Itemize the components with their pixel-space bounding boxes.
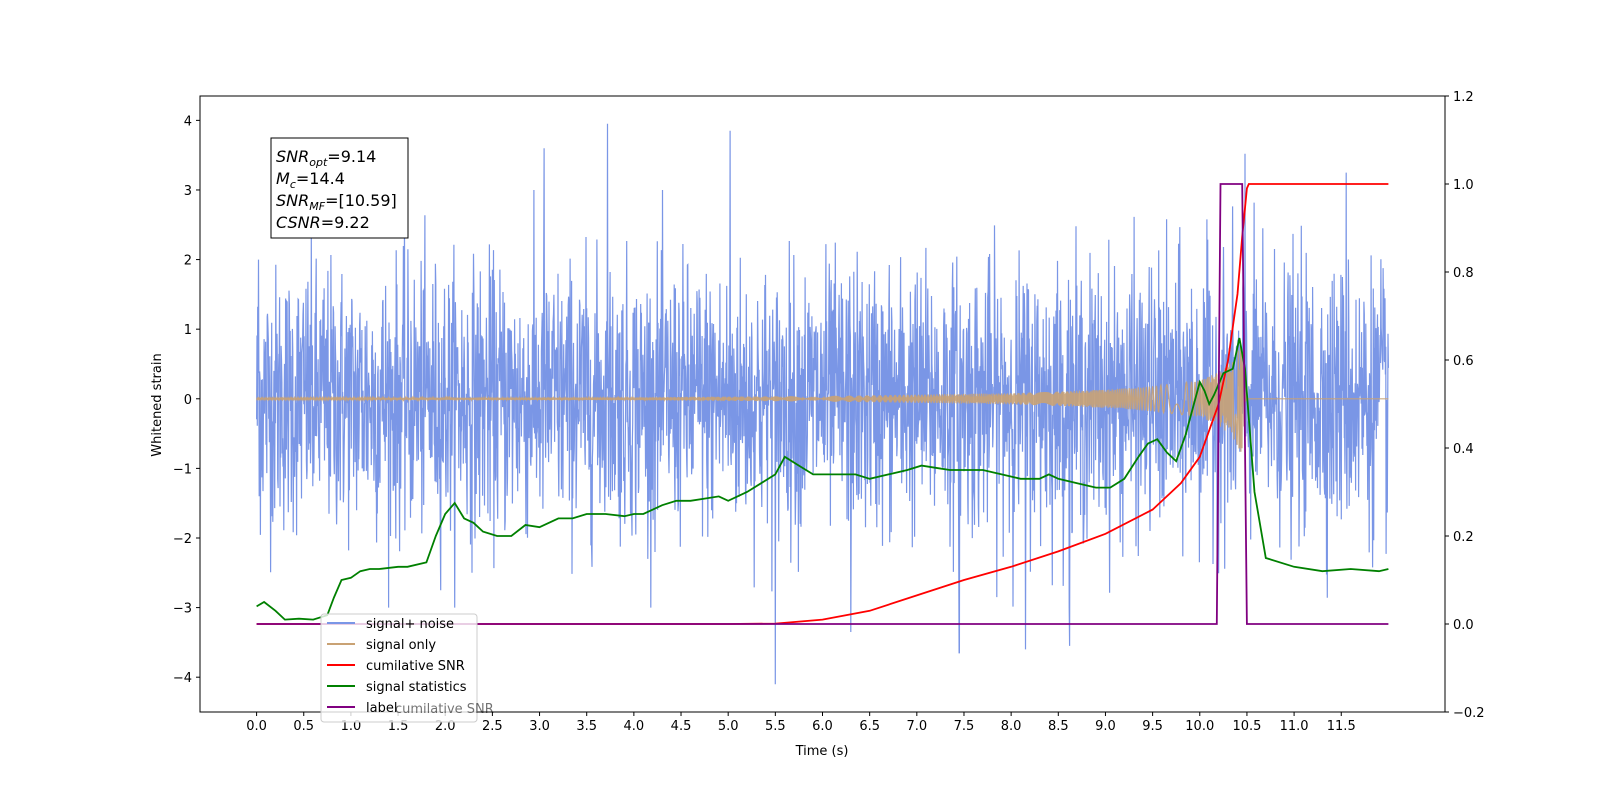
y-left-tick-label: −4 bbox=[173, 671, 192, 686]
legend-overlap-text: cumilative SNR bbox=[395, 702, 494, 717]
x-tick-label: 1.5 bbox=[388, 719, 409, 734]
legend: cumilative SNR signal+ noise signal only c… bbox=[320, 613, 494, 723]
y-left-tick-label: −1 bbox=[173, 462, 192, 477]
y-axis-right: −0.2 0.0 0.2 0.4 0.6 0.8 1.0 1.2 bbox=[1445, 90, 1485, 721]
y-left-tick-label: 0 bbox=[184, 393, 192, 408]
series-signal-statistics bbox=[256, 337, 1389, 621]
x-axis-label: Time (s) bbox=[795, 744, 849, 759]
legend-frame bbox=[320, 613, 478, 723]
x-tick-label: 2.0 bbox=[435, 719, 456, 734]
y-left-tick-label: 3 bbox=[184, 184, 192, 199]
legend-label: signal+ noise bbox=[366, 617, 454, 632]
y-right-tick-label: 0.6 bbox=[1453, 354, 1474, 369]
x-tick-label: 8.0 bbox=[1001, 719, 1022, 734]
annotation-text: SNRopt=9.14 Mc=14.4 SNRMF=[10.59] CSNR=9.22 bbox=[276, 147, 397, 232]
legend-label: signal statistics bbox=[366, 680, 467, 695]
x-tick-label: 6.0 bbox=[812, 719, 833, 734]
legend-label: signal only bbox=[366, 638, 436, 653]
y-axis-label-left: Whitened strain bbox=[150, 353, 165, 456]
y-left-tick-label: 2 bbox=[184, 254, 192, 269]
x-tick-label: 7.5 bbox=[954, 719, 975, 734]
x-tick-label: 6.5 bbox=[859, 719, 880, 734]
x-tick-label: 2.5 bbox=[482, 719, 503, 734]
y-left-tick-label: 4 bbox=[184, 114, 192, 129]
y-left-tick-label: −3 bbox=[173, 602, 192, 617]
y-axis-left: −4 −3 −2 −1 0 1 2 3 4 bbox=[173, 114, 200, 686]
x-tick-label: 3.0 bbox=[529, 719, 550, 734]
x-tick-label: 10.0 bbox=[1185, 719, 1214, 734]
x-tick-label: 11.0 bbox=[1280, 719, 1309, 734]
x-tick-label: 10.5 bbox=[1232, 719, 1261, 734]
x-tick-label: 0.0 bbox=[246, 719, 267, 734]
x-tick-label: 8.5 bbox=[1048, 719, 1069, 734]
y-right-tick-label: 0.0 bbox=[1453, 618, 1474, 633]
y-left-tick-label: 1 bbox=[184, 323, 192, 338]
x-tick-label: 4.0 bbox=[624, 719, 645, 734]
x-tick-label: 3.5 bbox=[576, 719, 597, 734]
y-right-tick-label: 0.4 bbox=[1453, 442, 1474, 457]
series-label bbox=[256, 183, 1389, 625]
y-right-tick-label: −0.2 bbox=[1453, 706, 1485, 721]
legend-label: label bbox=[366, 701, 397, 716]
x-tick-label: 0.5 bbox=[293, 719, 314, 734]
x-tick-label: 1.0 bbox=[341, 719, 362, 734]
x-tick-label: 9.0 bbox=[1095, 719, 1116, 734]
x-tick-label: 5.0 bbox=[718, 719, 739, 734]
x-tick-label: 7.0 bbox=[906, 719, 927, 734]
series-cumilative-snr bbox=[256, 183, 1389, 625]
legend-label: cumilative SNR bbox=[366, 659, 465, 674]
x-tick-label: 9.5 bbox=[1142, 719, 1163, 734]
x-tick-label: 5.5 bbox=[765, 719, 786, 734]
series-signal-only bbox=[256, 346, 1389, 452]
annotation-box: SNRopt=9.14 Mc=14.4 SNRMF=[10.59] CSNR=9.22 bbox=[270, 137, 409, 239]
x-tick-label: 11.5 bbox=[1327, 719, 1356, 734]
y-right-tick-label: 0.8 bbox=[1453, 266, 1474, 281]
y-right-tick-label: 1.2 bbox=[1453, 90, 1474, 105]
y-right-tick-label: 1.0 bbox=[1453, 178, 1474, 193]
series-layer bbox=[256, 123, 1389, 685]
x-tick-label: 4.5 bbox=[671, 719, 692, 734]
y-right-tick-label: 0.2 bbox=[1453, 530, 1474, 545]
x-axis: 0.0 0.5 1.0 1.5 2.0 2.5 3.0 3.5 4.0 4.5 5.0 5.5 6.0 6… bbox=[246, 712, 1356, 734]
y-left-tick-label: −2 bbox=[173, 532, 192, 547]
